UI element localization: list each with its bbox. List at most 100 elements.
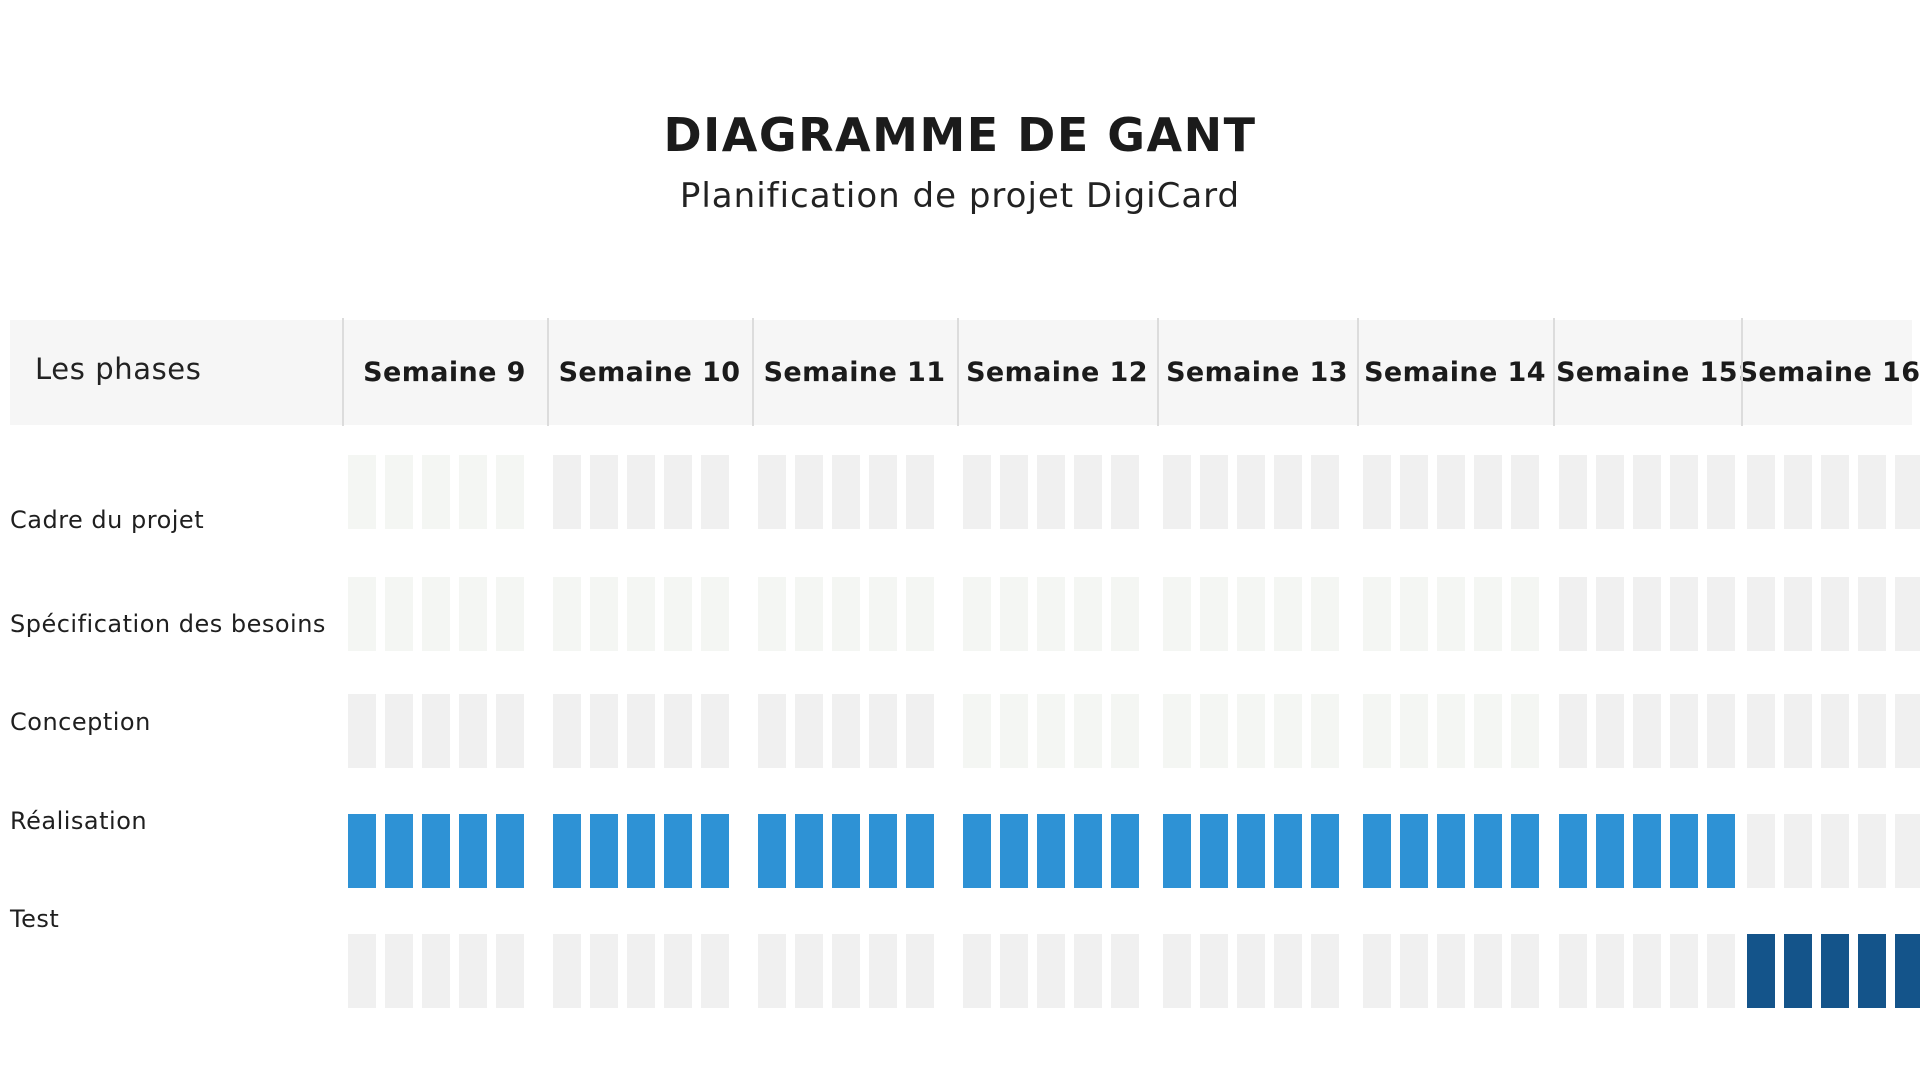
gantt-day-bar: [459, 814, 487, 888]
gantt-day-bar: [1363, 455, 1391, 529]
gantt-day-bar: [1858, 455, 1886, 529]
gantt-day-bar: [869, 694, 897, 768]
gantt-day-bar: [1200, 694, 1228, 768]
gantt-day-bar: [1311, 455, 1339, 529]
gantt-day-bar: [701, 577, 729, 651]
gantt-day-bar: [1437, 814, 1465, 888]
gantt-day-bar: [1559, 934, 1587, 1008]
gantt-day-bar: [1074, 577, 1102, 651]
gantt-day-bar: [1274, 455, 1302, 529]
gantt-day-bar: [422, 577, 450, 651]
gantt-day-bar: [869, 814, 897, 888]
gantt-day-bar: [1000, 814, 1028, 888]
gantt-day-bar: [348, 577, 376, 651]
week-label: Semaine 14: [1364, 357, 1546, 388]
gantt-day-bar: [906, 577, 934, 651]
gantt-day-bar: [459, 455, 487, 529]
gantt-day-bar: [1670, 814, 1698, 888]
phase-label: Réalisation: [10, 807, 148, 835]
gantt-day-bar: [1707, 455, 1735, 529]
gantt-day-bar: [1311, 934, 1339, 1008]
phase-label: Cadre du projet: [10, 506, 205, 534]
gantt-day-bar: [1237, 694, 1265, 768]
gantt-day-bar: [795, 577, 823, 651]
gantt-day-bar: [1747, 934, 1775, 1008]
week-label: Semaine 15: [1556, 357, 1738, 388]
gantt-day-bar: [459, 577, 487, 651]
gantt-day-bar: [1511, 455, 1539, 529]
gantt-day-bar: [1670, 455, 1698, 529]
gantt-day-bar: [1037, 455, 1065, 529]
gantt-day-bar: [1858, 934, 1886, 1008]
gantt-day-bar: [1274, 577, 1302, 651]
gantt-day-bar: [795, 934, 823, 1008]
gantt-day-bar: [758, 577, 786, 651]
gantt-day-bar: [1311, 694, 1339, 768]
gantt-day-bar: [1311, 814, 1339, 888]
gantt-day-bar: [1559, 577, 1587, 651]
gantt-day-bar: [1274, 694, 1302, 768]
gantt-day-bar: [1237, 455, 1265, 529]
gantt-day-bar: [1707, 934, 1735, 1008]
gantt-day-bar: [348, 694, 376, 768]
gantt-day-bar: [553, 814, 581, 888]
week-separator: [342, 318, 344, 426]
gantt-day-bar: [385, 577, 413, 651]
gantt-day-bar: [627, 577, 655, 651]
gantt-day-bar: [385, 694, 413, 768]
gantt-day-bar: [1111, 577, 1139, 651]
gantt-day-bar: [1821, 694, 1849, 768]
gantt-day-bar: [496, 694, 524, 768]
gantt-day-bar: [795, 455, 823, 529]
gantt-day-bar: [627, 934, 655, 1008]
gantt-day-bar: [1511, 577, 1539, 651]
gantt-day-bar: [553, 455, 581, 529]
gantt-day-bar: [1363, 814, 1391, 888]
gantt-day-bar: [1784, 577, 1812, 651]
gantt-day-bar: [1237, 577, 1265, 651]
gantt-day-bar: [963, 814, 991, 888]
gantt-day-bar: [1596, 577, 1624, 651]
gantt-day-bar: [1200, 934, 1228, 1008]
gantt-day-bar: [906, 455, 934, 529]
gantt-day-bar: [906, 814, 934, 888]
gantt-day-bar: [1633, 694, 1661, 768]
gantt-day-bar: [1111, 934, 1139, 1008]
gantt-day-bar: [1363, 694, 1391, 768]
gantt-day-bar: [1596, 934, 1624, 1008]
gantt-day-bar: [1784, 934, 1812, 1008]
gantt-day-bar: [1037, 694, 1065, 768]
gantt-day-bar: [1633, 934, 1661, 1008]
gantt-day-bar: [795, 694, 823, 768]
gantt-day-bar: [1511, 694, 1539, 768]
gantt-day-bar: [627, 814, 655, 888]
gantt-day-bar: [1237, 934, 1265, 1008]
gantt-day-bar: [664, 934, 692, 1008]
gantt-day-bar: [348, 814, 376, 888]
gantt-day-bar: [1074, 694, 1102, 768]
chart-subtitle: Planification de projet DigiCard: [679, 176, 1241, 216]
gantt-day-bar: [1363, 934, 1391, 1008]
gantt-day-bar: [1747, 814, 1775, 888]
gantt-day-bar: [1400, 694, 1428, 768]
gantt-day-bar: [1474, 577, 1502, 651]
gantt-day-bar: [1858, 814, 1886, 888]
gantt-day-bar: [385, 934, 413, 1008]
week-separator: [957, 318, 959, 426]
gantt-day-bar: [1895, 814, 1920, 888]
gantt-day-bar: [1784, 694, 1812, 768]
gantt-day-bar: [496, 934, 524, 1008]
gantt-day-bar: [1400, 455, 1428, 529]
week-separator: [1741, 318, 1743, 426]
gantt-day-bar: [869, 455, 897, 529]
gantt-day-bar: [348, 934, 376, 1008]
gantt-day-bar: [1821, 577, 1849, 651]
gantt-day-bar: [627, 694, 655, 768]
gantt-day-bar: [1633, 577, 1661, 651]
gantt-day-bar: [1163, 694, 1191, 768]
phase-label: Conception: [10, 708, 151, 736]
gantt-day-bar: [1474, 694, 1502, 768]
gantt-day-bar: [1074, 455, 1102, 529]
gantt-day-bar: [1437, 694, 1465, 768]
